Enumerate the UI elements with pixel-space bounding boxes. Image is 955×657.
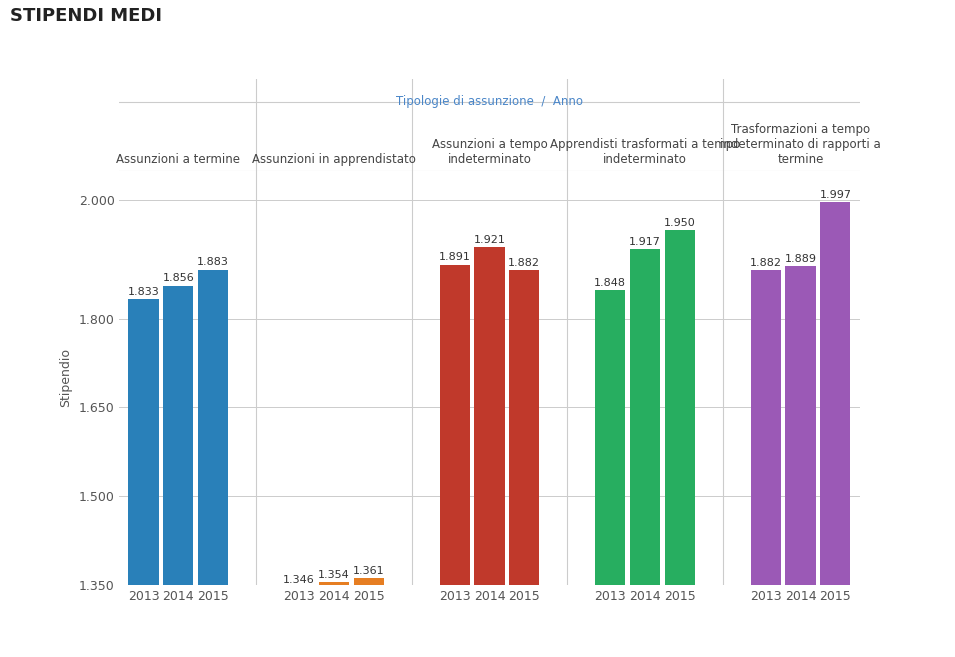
Text: Assunzioni a termine: Assunzioni a termine — [117, 153, 241, 166]
Bar — [198, 269, 228, 585]
Text: 1.833: 1.833 — [128, 286, 159, 297]
Bar — [665, 230, 695, 585]
Text: 1.891: 1.891 — [438, 252, 471, 263]
Text: 1.856: 1.856 — [162, 273, 194, 283]
Text: Trasformazioni a tempo
indeterminato di rapporti a
termine: Trasformazioni a tempo indeterminato di … — [720, 124, 881, 166]
Text: Tipologie di assunzione  /  Anno: Tipologie di assunzione / Anno — [396, 95, 583, 108]
Bar — [820, 202, 851, 585]
Bar — [785, 266, 816, 585]
Text: 1.848: 1.848 — [594, 278, 626, 288]
Y-axis label: Stipendio: Stipendio — [58, 348, 72, 407]
Text: Assunzioni in apprendistato: Assunzioni in apprendistato — [252, 153, 415, 166]
Bar — [128, 299, 159, 585]
Text: 1.950: 1.950 — [664, 217, 695, 227]
Bar — [439, 265, 470, 585]
Bar — [509, 270, 540, 585]
Bar — [475, 247, 504, 585]
Text: 1.361: 1.361 — [353, 566, 385, 576]
Bar — [353, 578, 384, 585]
Text: Assunzioni a tempo
indeterminato: Assunzioni a tempo indeterminato — [432, 138, 547, 166]
Bar — [751, 270, 781, 585]
Text: 1.882: 1.882 — [508, 258, 541, 268]
Text: 1.889: 1.889 — [784, 254, 817, 263]
Bar — [163, 286, 194, 585]
Bar — [630, 250, 660, 585]
Text: 1.883: 1.883 — [198, 257, 229, 267]
Text: 1.882: 1.882 — [750, 258, 782, 268]
Bar — [284, 585, 314, 587]
Text: 1.997: 1.997 — [819, 190, 851, 200]
Text: 1.917: 1.917 — [629, 237, 661, 247]
Text: 1.346: 1.346 — [284, 575, 315, 585]
Text: Apprendisti trasformati a tempo
indeterminato: Apprendisti trasformati a tempo indeterm… — [550, 138, 740, 166]
Bar — [319, 582, 349, 585]
Bar — [595, 290, 626, 585]
Text: STIPENDI MEDI: STIPENDI MEDI — [10, 7, 161, 24]
Text: 1.354: 1.354 — [318, 570, 350, 580]
Text: 1.921: 1.921 — [474, 235, 505, 245]
